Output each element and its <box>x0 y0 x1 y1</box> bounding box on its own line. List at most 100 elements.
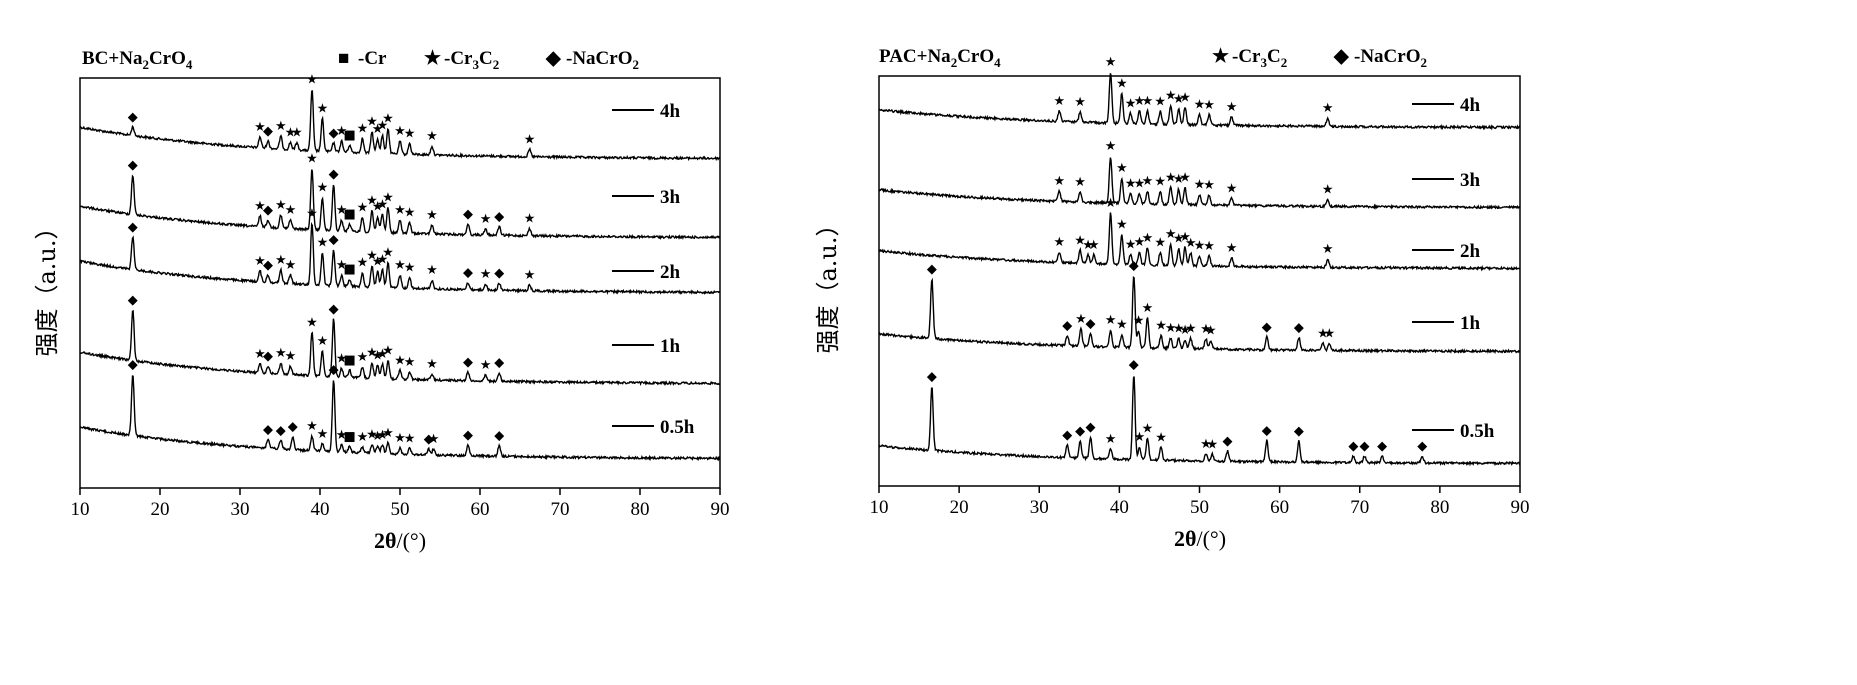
peak-marker: ★ <box>1105 432 1117 447</box>
peak-marker: ★ <box>524 133 536 148</box>
peak-marker: ★ <box>377 428 389 443</box>
peak-marker: ★ <box>1125 176 1137 191</box>
peak-marker: ★ <box>1154 235 1166 250</box>
peak-marker: ★ <box>372 348 384 363</box>
peak-marker: ★ <box>336 428 348 443</box>
peak-marker: ◆ <box>263 349 273 364</box>
legend-label: -Cr3C2 <box>444 48 499 72</box>
x-tick-label: 70 <box>1350 497 1369 518</box>
peak-marker: ★ <box>357 350 369 365</box>
peak-marker: ★ <box>1203 178 1215 193</box>
peak-marker: ■ <box>343 353 355 368</box>
peak-marker: ★ <box>285 349 297 364</box>
peak-marker: ★ <box>404 206 416 221</box>
peak-marker: ★ <box>1053 235 1065 250</box>
peak-marker: ★ <box>306 419 318 434</box>
peak-marker: ★ <box>1105 196 1117 211</box>
peak-marker: ★ <box>366 428 378 443</box>
x-tick-label: 30 <box>1030 497 1049 518</box>
series-trace <box>878 376 1521 467</box>
x-tick-label: 50 <box>391 499 410 520</box>
peak-marker: ★ <box>382 111 394 126</box>
peak-marker: ◆ <box>1086 420 1096 435</box>
legend-item-nacro2: ◆ -NaCrO2 <box>545 48 639 72</box>
peak-marker: ★ <box>1203 239 1215 254</box>
peak-marker: ★ <box>1133 314 1145 329</box>
peak-marker: ★ <box>357 200 369 215</box>
peak-marker: ★ <box>1165 89 1177 104</box>
peak-marker: ★ <box>394 431 406 446</box>
peak-marker: ◆ <box>1062 318 1072 333</box>
peak-marker: ◆ <box>1062 428 1072 443</box>
peak-marker: ★ <box>1205 324 1217 339</box>
peak-marker: ★ <box>1226 241 1238 256</box>
peak-marker: ★ <box>254 199 266 214</box>
series-group: ◆★◆ ★★★★★◆★■ ★★★★★★★ ★ ★4h◆★◆ ★★★★◆★■ ★★★★★★★ ★… <box>79 72 721 462</box>
peak-marker: ★ <box>317 102 329 117</box>
x-tick-label: 40 <box>1110 497 1129 518</box>
peak-marker: ★ <box>357 255 369 270</box>
peak-marker: ★ <box>1165 321 1177 336</box>
peak-marker: ◆ <box>463 207 473 222</box>
peak-marker: ★ <box>1134 430 1146 445</box>
peak-marker: ★ <box>480 358 492 373</box>
legend-symbol-diamond: ◆ <box>1333 46 1350 67</box>
peak-marker: ★ <box>1173 321 1185 336</box>
peak-marker: ◆ <box>1262 424 1272 439</box>
peak-marker: ★ <box>1074 175 1086 190</box>
peak-marker: ★ <box>377 119 389 134</box>
peak-marker: ★ <box>1154 94 1166 109</box>
series-trace <box>878 275 1521 355</box>
series-trace <box>79 309 721 387</box>
series-3h: ★ ★★★★★★ ★★★★ ★★ ★ ★ 3h <box>878 139 1521 211</box>
peak-marker: ★ <box>366 345 378 360</box>
peak-marker: ◆ <box>927 370 937 385</box>
peak-marker: ★ <box>1116 318 1128 333</box>
peak-marker: ★ <box>382 344 394 359</box>
peak-marker: ★ <box>404 261 416 276</box>
peak-marker: ★ <box>1053 94 1065 109</box>
peak-marker: ★ <box>372 122 384 137</box>
peak-marker: ★ <box>306 151 318 166</box>
y-axis-label: 强度（a.u.） <box>814 212 842 353</box>
series-trace <box>878 157 1521 211</box>
peak-marker: ★ <box>1134 94 1146 109</box>
peak-marker: ★ <box>1179 171 1191 186</box>
peak-marker: ★ <box>1206 437 1218 452</box>
peak-marker: ★ <box>1075 312 1087 327</box>
legend-item-nacro2: ◆ -NaCrO2 <box>1333 46 1427 70</box>
peak-marker: ■ <box>343 128 355 143</box>
peak-marker: ★ <box>426 357 438 372</box>
legend-symbol-star: ★ <box>424 48 441 69</box>
x-tick-label: 30 <box>231 499 250 520</box>
peak-marker: ★ <box>382 426 394 441</box>
peak-marker: ★ <box>285 125 297 140</box>
peak-marker: ◆ <box>1294 320 1304 335</box>
peak-marker: ★ <box>1226 182 1238 197</box>
peak-marker: ★ <box>1155 430 1167 445</box>
panel-right: 强度（a.u.） PAC+Na2CrO4 ★ -Cr3C2 ◆ -NaCrO2 … <box>814 46 1530 551</box>
peak-marker: ◆ <box>263 258 273 273</box>
peak-marker: ★ <box>372 429 384 444</box>
peak-marker: ◆ <box>329 363 339 378</box>
peak-marker: ★ <box>382 190 394 205</box>
peak-marker: ★ <box>1200 322 1212 337</box>
peak-marker: ★ <box>524 212 536 227</box>
series-trace <box>878 73 1521 131</box>
peak-marker: ◆ <box>329 233 339 248</box>
peak-marker: ★ <box>1154 174 1166 189</box>
peak-marker: ◆ <box>128 220 138 235</box>
peak-marker: ★ <box>1185 236 1197 251</box>
peak-marker: ★ <box>1322 101 1334 116</box>
peak-marker: ★ <box>1226 100 1238 115</box>
peak-marker: ★ <box>254 254 266 269</box>
peak-marker: ★ <box>404 432 416 447</box>
series-1h: ◆★◆ ★★★★◆★■ ★★★★★★★ ★ ◆ ★ ◆1h <box>79 293 721 387</box>
peak-marker: ★ <box>1134 235 1146 250</box>
series-4h: ★ ★★★★★★ ★★★★ ★★ ★ ★ 4h <box>878 55 1521 131</box>
peak-marker: ★ <box>1203 98 1215 113</box>
peak-marker: ★ <box>291 126 303 141</box>
peak-marker: ★ <box>404 127 416 142</box>
peak-marker: ★ <box>275 253 287 268</box>
